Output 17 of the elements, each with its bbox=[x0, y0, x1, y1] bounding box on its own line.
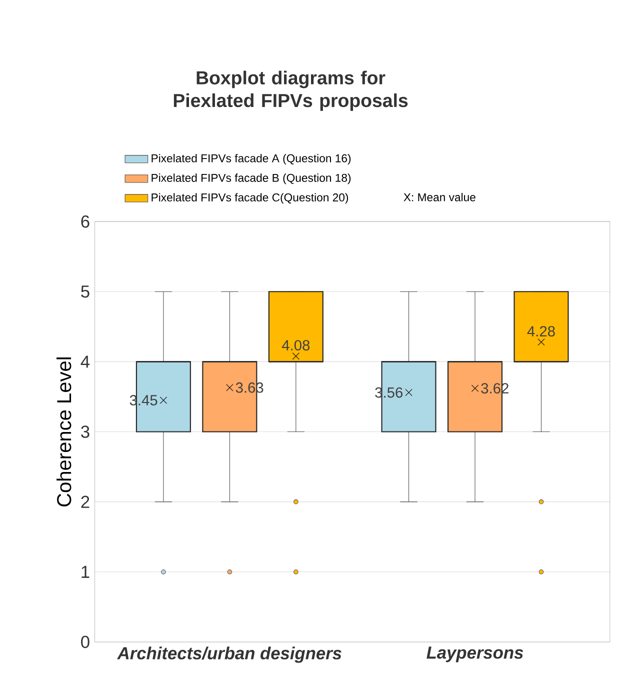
x-tick-label: Laypersons bbox=[426, 646, 523, 662]
legend-label: Pixelated FIPVs facade B (Question 18) bbox=[152, 174, 350, 184]
annotation: 4.08 bbox=[282, 340, 310, 350]
x-tick-label: Architects/urban designers bbox=[116, 646, 342, 663]
annotation: 4.28 bbox=[527, 326, 555, 336]
y-axis-title: Coherence Level bbox=[56, 357, 72, 506]
y-tick-label: 6 bbox=[81, 215, 90, 228]
y-tick-label: 4 bbox=[80, 356, 90, 368]
legend-label: Pixelated FIPVs facade C(Question 20) bbox=[152, 193, 348, 204]
y-tick-label: 0 bbox=[80, 636, 90, 648]
chart-title: Boxplot diagrams for Piexlated FIPVs proposals bbox=[174, 70, 408, 111]
y-tick-label: 2 bbox=[81, 496, 90, 508]
text: X: Mean value bbox=[404, 192, 476, 202]
y-tick-label: 5 bbox=[80, 286, 90, 298]
y-tick-label: 1 bbox=[82, 566, 90, 578]
y-tick-label: 3 bbox=[80, 426, 90, 438]
legend-label: Pixelated FIPVs facade A (Question 16) bbox=[152, 154, 350, 165]
